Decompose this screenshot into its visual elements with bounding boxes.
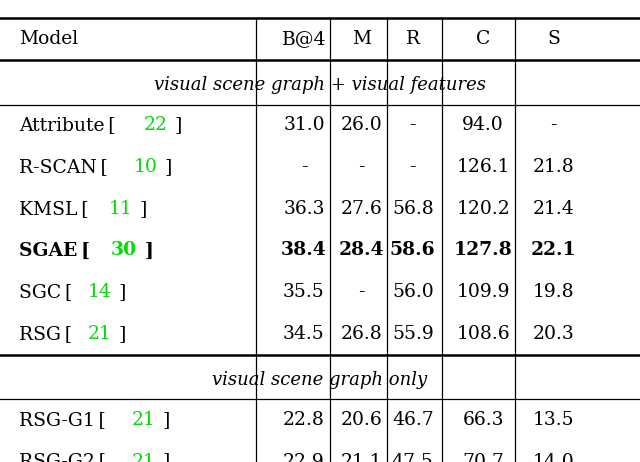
Text: S: S (547, 30, 560, 49)
Text: 56.0: 56.0 (392, 283, 434, 301)
Text: RSG [: RSG [ (19, 325, 72, 343)
Text: 22.8: 22.8 (283, 411, 325, 429)
Text: ]: ] (164, 158, 172, 176)
Text: 22: 22 (144, 116, 168, 134)
Text: 19.8: 19.8 (532, 283, 575, 301)
Text: 109.9: 109.9 (456, 283, 510, 301)
Text: 21.1: 21.1 (340, 453, 383, 462)
Text: R: R (406, 30, 420, 49)
Text: 35.5: 35.5 (283, 283, 325, 301)
Text: B@4: B@4 (282, 30, 326, 49)
Text: Attribute [: Attribute [ (19, 116, 116, 134)
Text: 36.3: 36.3 (284, 200, 324, 218)
Text: ]: ] (140, 200, 147, 218)
Text: KMSL [: KMSL [ (19, 200, 89, 218)
Text: 21: 21 (131, 453, 156, 462)
Text: 108.6: 108.6 (456, 325, 510, 343)
Text: 14.0: 14.0 (532, 453, 575, 462)
Text: RSG-G2 [: RSG-G2 [ (19, 453, 106, 462)
Text: 20.6: 20.6 (340, 411, 383, 429)
Text: ]: ] (163, 453, 170, 462)
Text: 21: 21 (131, 411, 155, 429)
Text: 55.9: 55.9 (392, 325, 434, 343)
Text: 11: 11 (109, 200, 132, 218)
Text: RSG-G1 [: RSG-G1 [ (19, 411, 106, 429)
Text: 13.5: 13.5 (532, 411, 575, 429)
Text: M: M (352, 30, 371, 49)
Text: SGAE [: SGAE [ (19, 242, 90, 260)
Text: 14: 14 (88, 283, 112, 301)
Text: 56.8: 56.8 (392, 200, 434, 218)
Text: 22.9: 22.9 (283, 453, 325, 462)
Text: -: - (301, 158, 307, 176)
Text: ]: ] (119, 283, 126, 301)
Text: -: - (358, 283, 365, 301)
Text: 26.0: 26.0 (340, 116, 383, 134)
Text: R-SCAN [: R-SCAN [ (19, 158, 108, 176)
Text: 28.4: 28.4 (339, 242, 385, 260)
Text: ]: ] (175, 116, 182, 134)
Text: 126.1: 126.1 (456, 158, 510, 176)
Text: 94.0: 94.0 (462, 116, 504, 134)
Text: 30: 30 (111, 242, 137, 260)
Text: 22.1: 22.1 (531, 242, 577, 260)
Text: 26.8: 26.8 (340, 325, 383, 343)
Text: 21.4: 21.4 (532, 200, 575, 218)
Text: SGC [: SGC [ (19, 283, 72, 301)
Text: 120.2: 120.2 (456, 200, 510, 218)
Text: -: - (550, 116, 557, 134)
Text: -: - (410, 158, 416, 176)
Text: 21.8: 21.8 (532, 158, 575, 176)
Text: 127.8: 127.8 (454, 242, 513, 260)
Text: visual scene graph + visual features: visual scene graph + visual features (154, 76, 486, 94)
Text: 20.3: 20.3 (532, 325, 575, 343)
Text: -: - (358, 158, 365, 176)
Text: 31.0: 31.0 (283, 116, 325, 134)
Text: -: - (410, 116, 416, 134)
Text: 58.6: 58.6 (390, 242, 436, 260)
Text: 10: 10 (134, 158, 157, 176)
Text: 47.5: 47.5 (392, 453, 434, 462)
Text: 21: 21 (88, 325, 111, 343)
Text: Model: Model (19, 30, 78, 49)
Text: 66.3: 66.3 (463, 411, 504, 429)
Text: ]: ] (118, 325, 126, 343)
Text: C: C (476, 30, 490, 49)
Text: ]: ] (145, 242, 154, 260)
Text: ]: ] (162, 411, 170, 429)
Text: 27.6: 27.6 (340, 200, 383, 218)
Text: visual scene graph only: visual scene graph only (212, 371, 428, 389)
Text: 46.7: 46.7 (392, 411, 434, 429)
Text: 34.5: 34.5 (283, 325, 325, 343)
Text: 38.4: 38.4 (281, 242, 327, 260)
Text: 70.7: 70.7 (462, 453, 504, 462)
